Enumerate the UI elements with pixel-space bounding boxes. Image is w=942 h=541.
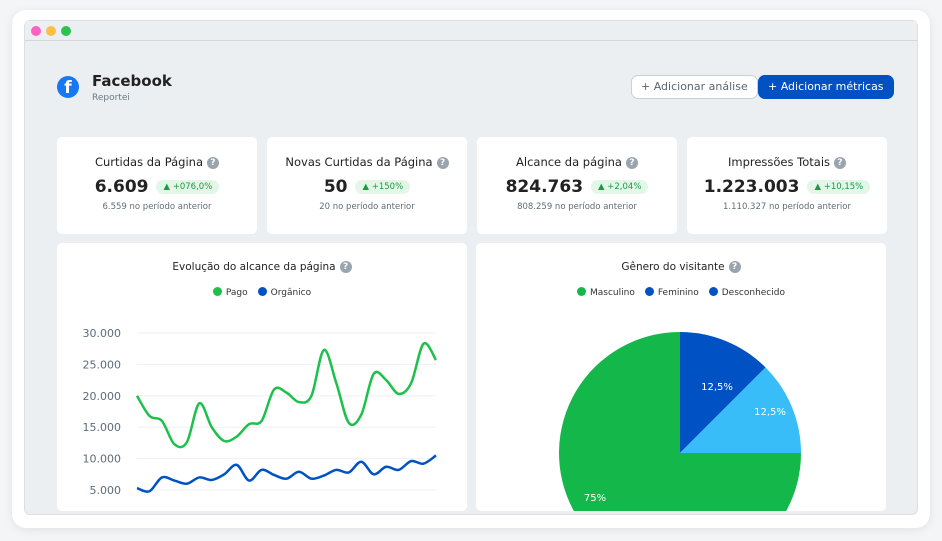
close-window-button[interactable]: [31, 26, 41, 36]
change-value: +076,0%: [172, 182, 213, 192]
y-tick-label: 25.000: [83, 358, 122, 371]
y-tick-label: 20.000: [83, 390, 122, 403]
kpi-title: Novas Curtidas da Página: [285, 155, 433, 169]
kpi-previous: 808.259 no período anterior: [517, 202, 637, 212]
change-value: +2,04%: [607, 182, 642, 192]
kpi-card: Novas Curtidas da Página? 50 ▲ +150% 20 n…: [267, 137, 467, 234]
legend-item-masculino[interactable]: Masculino: [577, 287, 635, 298]
legend-dot: [708, 287, 718, 296]
line-chart: 30.000 25.000 20.000 15.000 10.000 5.000: [83, 327, 438, 497]
legend-dot: [644, 287, 654, 296]
pie-chart: 12,5% 12,5% 75%: [559, 332, 801, 511]
legend-label: Orgânico: [270, 288, 312, 298]
minimize-window-button[interactable]: [46, 26, 56, 36]
y-tick-label: 30.000: [83, 327, 122, 340]
up-arrow-icon: ▲: [163, 182, 171, 192]
change-badge: ▲ +2,04%: [591, 180, 649, 194]
legend-item-organico[interactable]: Orgânico: [257, 287, 312, 298]
legend-item-feminino[interactable]: Feminino: [644, 287, 699, 298]
chart-title: Evolução do alcance da página: [172, 261, 336, 273]
kpi-previous: 6.559 no período anterior: [102, 202, 212, 212]
title-bar: [25, 21, 917, 41]
series-line-organico[interactable]: [136, 454, 437, 493]
chart-title: Gênero do visitante: [621, 261, 725, 273]
kpi-card: Impressões Totais? 1.223.003 ▲ +10,15% 1.…: [687, 137, 887, 234]
help-icon[interactable]: ?: [436, 157, 449, 169]
legend-label: Masculino: [590, 288, 635, 298]
up-arrow-icon: ▲: [598, 182, 605, 192]
maximize-window-button[interactable]: [61, 26, 71, 36]
kpi-title: Curtidas da Página: [94, 155, 204, 169]
kpi-title: Alcance da página: [516, 155, 622, 169]
kpi-card: Curtidas da Página? 6.609 ▲ +076,0% 6.559…: [57, 137, 257, 234]
add-analysis-button[interactable]: + Adicionar análise: [631, 75, 758, 99]
legend-dot: [212, 287, 222, 296]
reach-chart-card: Evolução do alcance da página? Pago Orgâ…: [57, 243, 467, 511]
up-arrow-icon: ▲: [362, 182, 370, 192]
change-badge: ▲ +150%: [355, 180, 411, 194]
y-tick-label: 5.000: [90, 484, 122, 497]
slice-label: 12,5%: [754, 407, 786, 418]
change-value: +10,15%: [823, 182, 864, 192]
kpi-value: 6.609: [94, 177, 149, 197]
kpi-value: 50: [323, 177, 348, 197]
change-badge: ▲ +076,0%: [156, 180, 220, 194]
page-title: Facebook: [92, 72, 172, 90]
legend-item-pago[interactable]: Pago: [212, 287, 248, 298]
pie-slice-masculino[interactable]: [559, 332, 801, 511]
help-icon[interactable]: ?: [625, 157, 638, 169]
slice-label: 75%: [584, 493, 606, 504]
y-tick-label: 15.000: [83, 421, 122, 434]
legend-dot: [257, 287, 267, 296]
kpi-previous: 1.110.327 no período anterior: [723, 202, 851, 212]
kpi-previous: 20 no período anterior: [319, 202, 415, 212]
help-icon[interactable]: ?: [834, 157, 847, 169]
gender-chart-card: Gênero do visitante? Masculino Feminino …: [476, 243, 886, 511]
help-icon[interactable]: ?: [339, 261, 352, 273]
legend-label: Desconhecido: [721, 288, 785, 298]
kpi-card: Alcance da página? 824.763 ▲ +2,04% 808.2…: [477, 137, 677, 234]
app-window: f Facebook Reportei + Adicionar análise …: [24, 20, 918, 515]
page-subtitle: Reportei: [92, 93, 130, 103]
change-badge: ▲ +10,15%: [807, 180, 871, 194]
pie-slice-feminino[interactable]: [680, 332, 766, 453]
change-value: +150%: [371, 182, 404, 192]
kpi-value: 824.763: [505, 177, 584, 197]
kpi-value: 1.223.003: [703, 177, 800, 197]
facebook-icon: f: [57, 76, 79, 98]
y-tick-label: 10.000: [83, 453, 122, 466]
help-icon[interactable]: ?: [728, 261, 741, 273]
legend-label: Feminino: [657, 288, 699, 298]
up-arrow-icon: ▲: [814, 182, 821, 192]
add-metrics-button[interactable]: + Adicionar métricas: [758, 75, 894, 99]
legend-label: Pago: [225, 288, 248, 298]
series-line-pago[interactable]: [135, 341, 438, 449]
help-icon[interactable]: ?: [207, 157, 220, 169]
pie-slice-desconhecido[interactable]: [680, 367, 801, 453]
kpi-title: Impressões Totais: [727, 155, 831, 169]
legend-item-desconhecido[interactable]: Desconhecido: [708, 287, 785, 298]
legend-dot: [577, 287, 586, 296]
slice-label: 12,5%: [701, 382, 733, 393]
